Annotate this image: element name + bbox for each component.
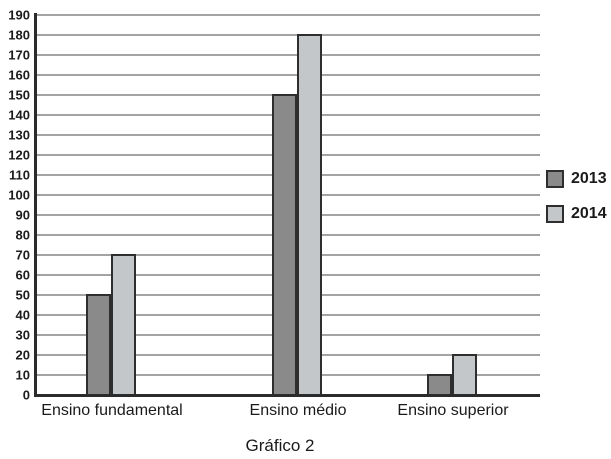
x-axis-category-label-ensino-fundamental: Ensino fundamental — [41, 402, 183, 419]
y-axis-tick-label: 100 — [8, 187, 30, 203]
y-axis-tick-label: 180 — [8, 27, 30, 43]
bar-2014-ensino-superior — [452, 354, 477, 394]
y-axis-tick-label: 80 — [15, 227, 30, 243]
y-axis-tick-label: 70 — [15, 247, 30, 263]
y-axis-tick-label: 10 — [15, 367, 30, 383]
legend-swatch-2013 — [546, 170, 564, 188]
chart-caption: Gráfico 2 — [245, 436, 315, 455]
legend-item-2014: 2014 — [546, 205, 607, 223]
y-axis-tick-label: 160 — [8, 67, 30, 83]
y-axis-tick-label: 170 — [8, 47, 30, 63]
bar-2013-ensino-superior — [427, 374, 452, 394]
legend-label-2014: 2014 — [571, 205, 607, 222]
y-axis-tick-label: 140 — [8, 107, 30, 123]
legend-label-2013: 2013 — [571, 170, 607, 187]
bar-2013-ensino-fundamental — [86, 294, 111, 394]
gridline — [36, 34, 540, 36]
y-axis-tick-label: 110 — [9, 167, 30, 183]
gridline — [36, 74, 540, 76]
legend: 2013 2014 — [546, 170, 607, 240]
legend-item-2013: 2013 — [546, 170, 607, 188]
y-axis-line — [34, 13, 37, 397]
x-axis-category-label-ensino-superior: Ensino superior — [397, 402, 509, 419]
y-axis-tick-label: 50 — [15, 287, 30, 303]
legend-swatch-2014 — [546, 205, 564, 223]
x-axis-line — [34, 394, 540, 397]
y-axis-tick-label: 60 — [15, 267, 30, 283]
y-axis-tick-label: 20 — [15, 347, 30, 363]
y-axis-tick-label: 30 — [15, 327, 30, 343]
x-axis-category-label-ensino-medio: Ensino médio — [249, 402, 347, 419]
bar-2014-ensino-medio — [297, 34, 322, 394]
gridline — [36, 54, 540, 56]
y-axis-tick-label: 0 — [22, 387, 30, 403]
y-axis-tick-label: 150 — [8, 87, 30, 103]
y-axis-tick-label: 190 — [8, 7, 30, 23]
gridline — [36, 14, 540, 16]
y-axis-tick-label: 90 — [15, 207, 30, 223]
bar-2014-ensino-fundamental — [111, 254, 136, 394]
y-axis-tick-label: 130 — [8, 127, 30, 143]
bar-2013-ensino-medio — [272, 94, 297, 394]
y-axis-tick-label: 120 — [8, 147, 30, 163]
y-axis-tick-label: 40 — [15, 307, 30, 323]
